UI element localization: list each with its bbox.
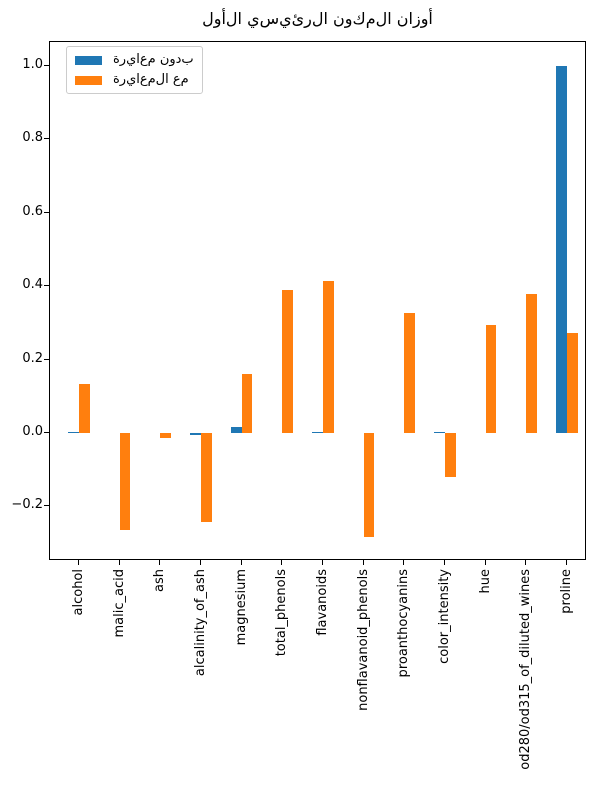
- bar: [201, 433, 212, 522]
- x-tick-mark: [200, 560, 201, 565]
- y-tick-mark: [44, 138, 49, 140]
- x-tick-label-text: flavanoids: [315, 569, 330, 636]
- y-tick-label: 0.6: [22, 203, 43, 219]
- legend-item: م‌ع‌ ‌ا‌ل‌م‌ع‌ا‌ي‌ر‌ة: [75, 73, 194, 87]
- legend: ب‌د‌و‌ن‌ ‌م‌ع‌ا‌ي‌ر‌ة م‌ع‌ ‌ا‌ل‌م‌ع‌ا‌ي‌ر…: [66, 46, 203, 94]
- x-tick-label-text: magnesium: [233, 569, 249, 646]
- legend-swatch: [75, 55, 102, 65]
- x-tick-mark: [525, 560, 527, 565]
- bar: [404, 312, 415, 433]
- bar: [282, 289, 293, 433]
- x-tick-mark: [444, 560, 445, 565]
- y-tick-mark: [44, 285, 49, 287]
- x-tick-mark: [159, 560, 161, 565]
- y-tick-label: 0.8: [22, 130, 43, 146]
- bar: [160, 433, 171, 438]
- x-tick-label-text: proanthocyanins: [396, 569, 412, 678]
- x-tick-label-text: alcohol: [71, 569, 86, 616]
- bar: [231, 427, 242, 433]
- y-tick-label: −0.2: [11, 497, 43, 513]
- bar: [190, 433, 201, 436]
- x-tick-label-text: color_intensity: [437, 569, 452, 664]
- y-tick-mark: [44, 64, 49, 66]
- x-tick-label-text: proline: [559, 569, 574, 614]
- x-tick-label-text: alcalinity_of_ash: [193, 569, 208, 677]
- bar: [567, 332, 578, 433]
- bar: [526, 293, 537, 433]
- x-tick-label-text: ash: [152, 569, 168, 592]
- y-tick-mark: [44, 505, 49, 507]
- y-tick-label: 1.0: [22, 56, 43, 72]
- bar: [312, 431, 323, 433]
- plot-area: ب‌د‌و‌ن‌ ‌م‌ع‌ا‌ي‌ر‌ة م‌ع‌ ‌ا‌ل‌م‌ع‌ا‌ي‌ر…: [49, 41, 586, 560]
- x-tick-mark: [240, 560, 242, 565]
- chart-title: أ‌و‌ز‌ا‌ن‌ ‌ا‌ل‌م‌ك‌و‌ن‌ ‌ا‌ل‌ر‌ئ‌ي‌س‌ي‌…: [202, 9, 433, 28]
- y-tick-mark: [44, 211, 49, 213]
- x-tick-label-text: od280/od315_of_diluted_wines: [518, 569, 534, 770]
- x-tick-mark: [118, 560, 120, 565]
- y-tick-mark: [44, 358, 49, 360]
- x-tick-mark: [484, 560, 486, 565]
- bar: [68, 431, 79, 433]
- legend-label: م‌ع‌ ‌ا‌ل‌م‌ع‌ا‌ي‌ر‌ة: [113, 72, 189, 87]
- x-tick-mark: [281, 560, 283, 565]
- x-tick-mark: [403, 560, 405, 565]
- bar: [79, 383, 90, 433]
- bar: [445, 433, 456, 478]
- x-tick-label-text: malic_acid: [111, 569, 127, 638]
- legend-label: ب‌د‌و‌ن‌ ‌م‌ع‌ا‌ي‌ر‌ة: [113, 52, 194, 67]
- x-tick-label-text: hue: [477, 569, 493, 594]
- bar: [323, 280, 334, 433]
- legend-swatch: [75, 75, 102, 85]
- x-tick-label-text: nonflavanoid_phenols: [355, 569, 371, 711]
- bar: [485, 325, 497, 433]
- x-tick-mark: [566, 560, 567, 565]
- legend-item: ب‌د‌و‌ن‌ ‌م‌ع‌ا‌ي‌ر‌ة: [75, 53, 194, 67]
- y-tick-label: 0.2: [22, 350, 43, 366]
- y-tick-mark: [44, 432, 49, 433]
- y-tick-label: 0.4: [22, 277, 43, 293]
- x-tick-mark: [78, 560, 79, 565]
- x-tick-mark: [362, 560, 364, 565]
- bar: [434, 431, 445, 433]
- bar: [241, 374, 253, 433]
- x-tick-label-text: total_phenols: [274, 569, 290, 657]
- bar: [556, 65, 567, 433]
- y-tick-label: 0.0: [22, 424, 43, 439]
- x-tick-mark: [322, 560, 323, 565]
- bar: [119, 433, 131, 530]
- bar: [363, 433, 375, 537]
